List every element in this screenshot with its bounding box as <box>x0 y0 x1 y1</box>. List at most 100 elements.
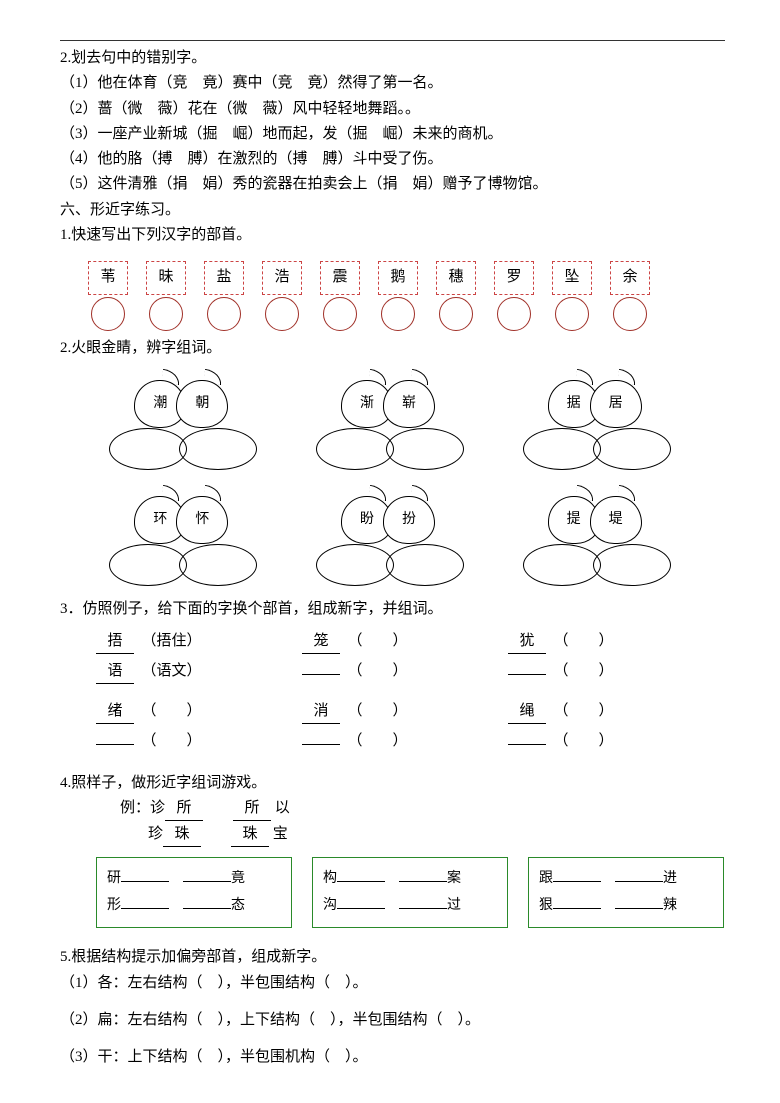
q1-char-box: 浩 <box>262 261 302 295</box>
ex2-title: 2.划去句中的错别字。 <box>60 47 725 70</box>
q1-title: 1.快速写出下列汉字的部首。 <box>60 224 725 247</box>
q3-cell: （ ） <box>96 730 266 753</box>
q3-char-underline[interactable]: 捂 <box>96 630 134 654</box>
q3-char-underline[interactable]: 绳 <box>508 700 546 724</box>
q3-word: （ ） <box>340 660 408 683</box>
q3-word: （ ） <box>134 700 202 723</box>
q1-answer-circle[interactable] <box>149 297 183 331</box>
apple-char: 扮 <box>383 496 435 544</box>
q1-answer-circle[interactable] <box>439 297 473 331</box>
q3-cell: 笼 （ ） <box>302 630 472 654</box>
q1-answer-circle[interactable] <box>91 297 125 331</box>
apple-char: 崭 <box>383 380 435 428</box>
section6-title: 六、形近字练习。 <box>60 199 725 222</box>
answer-oval[interactable] <box>386 428 464 470</box>
q3-cell: （ ） <box>508 730 678 753</box>
q1-answer-circle[interactable] <box>555 297 589 331</box>
answer-oval[interactable] <box>386 544 464 586</box>
q3-cell: （ ） <box>302 730 472 753</box>
q2-item: 潮朝 <box>100 374 267 470</box>
answer-oval[interactable] <box>109 544 187 586</box>
answer-oval[interactable] <box>523 544 601 586</box>
apple-char: 堤 <box>590 496 642 544</box>
q3-word: （ ） <box>546 660 614 683</box>
q2-item: 盼扮 <box>307 490 474 586</box>
q2-item: 渐崭 <box>307 374 474 470</box>
q3-cell: 绳 （ ） <box>508 700 678 724</box>
q3-word: （捂住） <box>134 630 202 653</box>
q1-char-box: 鹅 <box>378 261 418 295</box>
answer-oval[interactable] <box>523 428 601 470</box>
q3-cell: （ ） <box>302 660 472 684</box>
q3-word: （ ） <box>340 730 408 753</box>
q4-example-row1: 例：诊所 所 以 <box>120 797 725 821</box>
q3-cell: 犹 （ ） <box>508 630 678 654</box>
ex2-item: （2）蔷（微 薇）花在（微 薇）风中轻轻地舞蹈。。 <box>60 98 725 121</box>
answer-oval[interactable] <box>593 428 671 470</box>
q5-item: （1）各：左右结构（ ），半包围结构（ ）。 <box>60 972 725 995</box>
q3-char-underline[interactable] <box>508 660 546 675</box>
q1-item: 昧 <box>146 261 186 331</box>
q3-cell: 捂 （捂住） <box>96 630 266 654</box>
q3-cell: 语 （语文） <box>96 660 266 684</box>
q4-box: 研 竟形 态 <box>96 857 292 928</box>
q5-title: 5.根据结构提示加偏旁部首，组成新字。 <box>60 946 725 969</box>
q4-boxes: 研 竟形 态构 案沟 过跟 进狠 辣 <box>96 857 725 928</box>
q3-char-underline[interactable] <box>508 730 546 745</box>
answer-oval[interactable] <box>179 428 257 470</box>
q1-item: 穗 <box>436 261 476 331</box>
q3-word: （ ） <box>340 630 408 653</box>
q1-item: 苇 <box>88 261 128 331</box>
q3-block: 捂 （捂住）笼 （ ）犹 （ ） 语 （语文） （ ） （ ） 绪 （ ）消 （… <box>96 630 725 754</box>
ex2-item: （1）他在体育（竞 竟）赛中（竞 竟）然得了第一名。 <box>60 72 725 95</box>
q4-example-row2: 珍珠 珠 宝 <box>148 823 725 847</box>
q3-char-underline[interactable]: 犹 <box>508 630 546 654</box>
q3-char-underline[interactable]: 绪 <box>96 700 134 724</box>
answer-oval[interactable] <box>109 428 187 470</box>
q1-item: 浩 <box>262 261 302 331</box>
top-rule <box>60 40 725 41</box>
q1-answer-circle[interactable] <box>207 297 241 331</box>
q3-char-underline[interactable]: 语 <box>96 660 134 684</box>
q1-item: 盐 <box>204 261 244 331</box>
q1-answer-circle[interactable] <box>265 297 299 331</box>
ex2-item: （3）一座产业新城（掘 崛）地而起，发（掘 崛）未来的商机。 <box>60 123 725 146</box>
ex2-item: （4）他的胳（搏 膊）在激烈的（搏 膊）斗中受了伤。 <box>60 148 725 171</box>
q3-word: （ ） <box>546 730 614 753</box>
q4-box: 跟 进狠 辣 <box>528 857 724 928</box>
answer-oval[interactable] <box>593 544 671 586</box>
q3-char-underline[interactable]: 笼 <box>302 630 340 654</box>
q3-char-underline[interactable] <box>302 730 340 745</box>
q1-char-box: 盐 <box>204 261 244 295</box>
q2-title: 2.火眼金睛，辨字组词。 <box>60 337 725 360</box>
q1-answer-circle[interactable] <box>381 297 415 331</box>
q2-item: 环怀 <box>100 490 267 586</box>
q1-answer-circle[interactable] <box>497 297 531 331</box>
apple-char: 朝 <box>176 380 228 428</box>
q3-cell: 消 （ ） <box>302 700 472 724</box>
q4-box: 构 案沟 过 <box>312 857 508 928</box>
q1-char-box: 苇 <box>88 261 128 295</box>
q1-answer-circle[interactable] <box>323 297 357 331</box>
q4-title: 4.照样子，做形近字组词游戏。 <box>60 772 725 795</box>
answer-oval[interactable] <box>316 428 394 470</box>
q2-item: 据居 <box>513 374 680 470</box>
apple-char: 居 <box>590 380 642 428</box>
q1-char-box: 坠 <box>552 261 592 295</box>
q3-char-underline[interactable] <box>302 660 340 675</box>
answer-oval[interactable] <box>179 544 257 586</box>
q3-word: （ ） <box>546 700 614 723</box>
q1-answer-circle[interactable] <box>613 297 647 331</box>
q5-item: （2）扁：左右结构（ ），上下结构（ ），半包围结构（ ）。 <box>60 1009 725 1032</box>
q1-item: 鹅 <box>378 261 418 331</box>
q3-title: 3．仿照例子，给下面的字换个部首，组成新字，并组词。 <box>60 598 725 621</box>
q3-char-underline[interactable] <box>96 730 134 745</box>
answer-oval[interactable] <box>316 544 394 586</box>
q1-char-box: 震 <box>320 261 360 295</box>
q3-word: （ ） <box>134 730 202 753</box>
q3-cell: 绪 （ ） <box>96 700 266 724</box>
q2-grid: 潮朝渐崭据居环怀盼扮提堤 <box>100 374 680 586</box>
q1-item: 坠 <box>552 261 592 331</box>
q3-char-underline[interactable]: 消 <box>302 700 340 724</box>
q1-char-box: 昧 <box>146 261 186 295</box>
